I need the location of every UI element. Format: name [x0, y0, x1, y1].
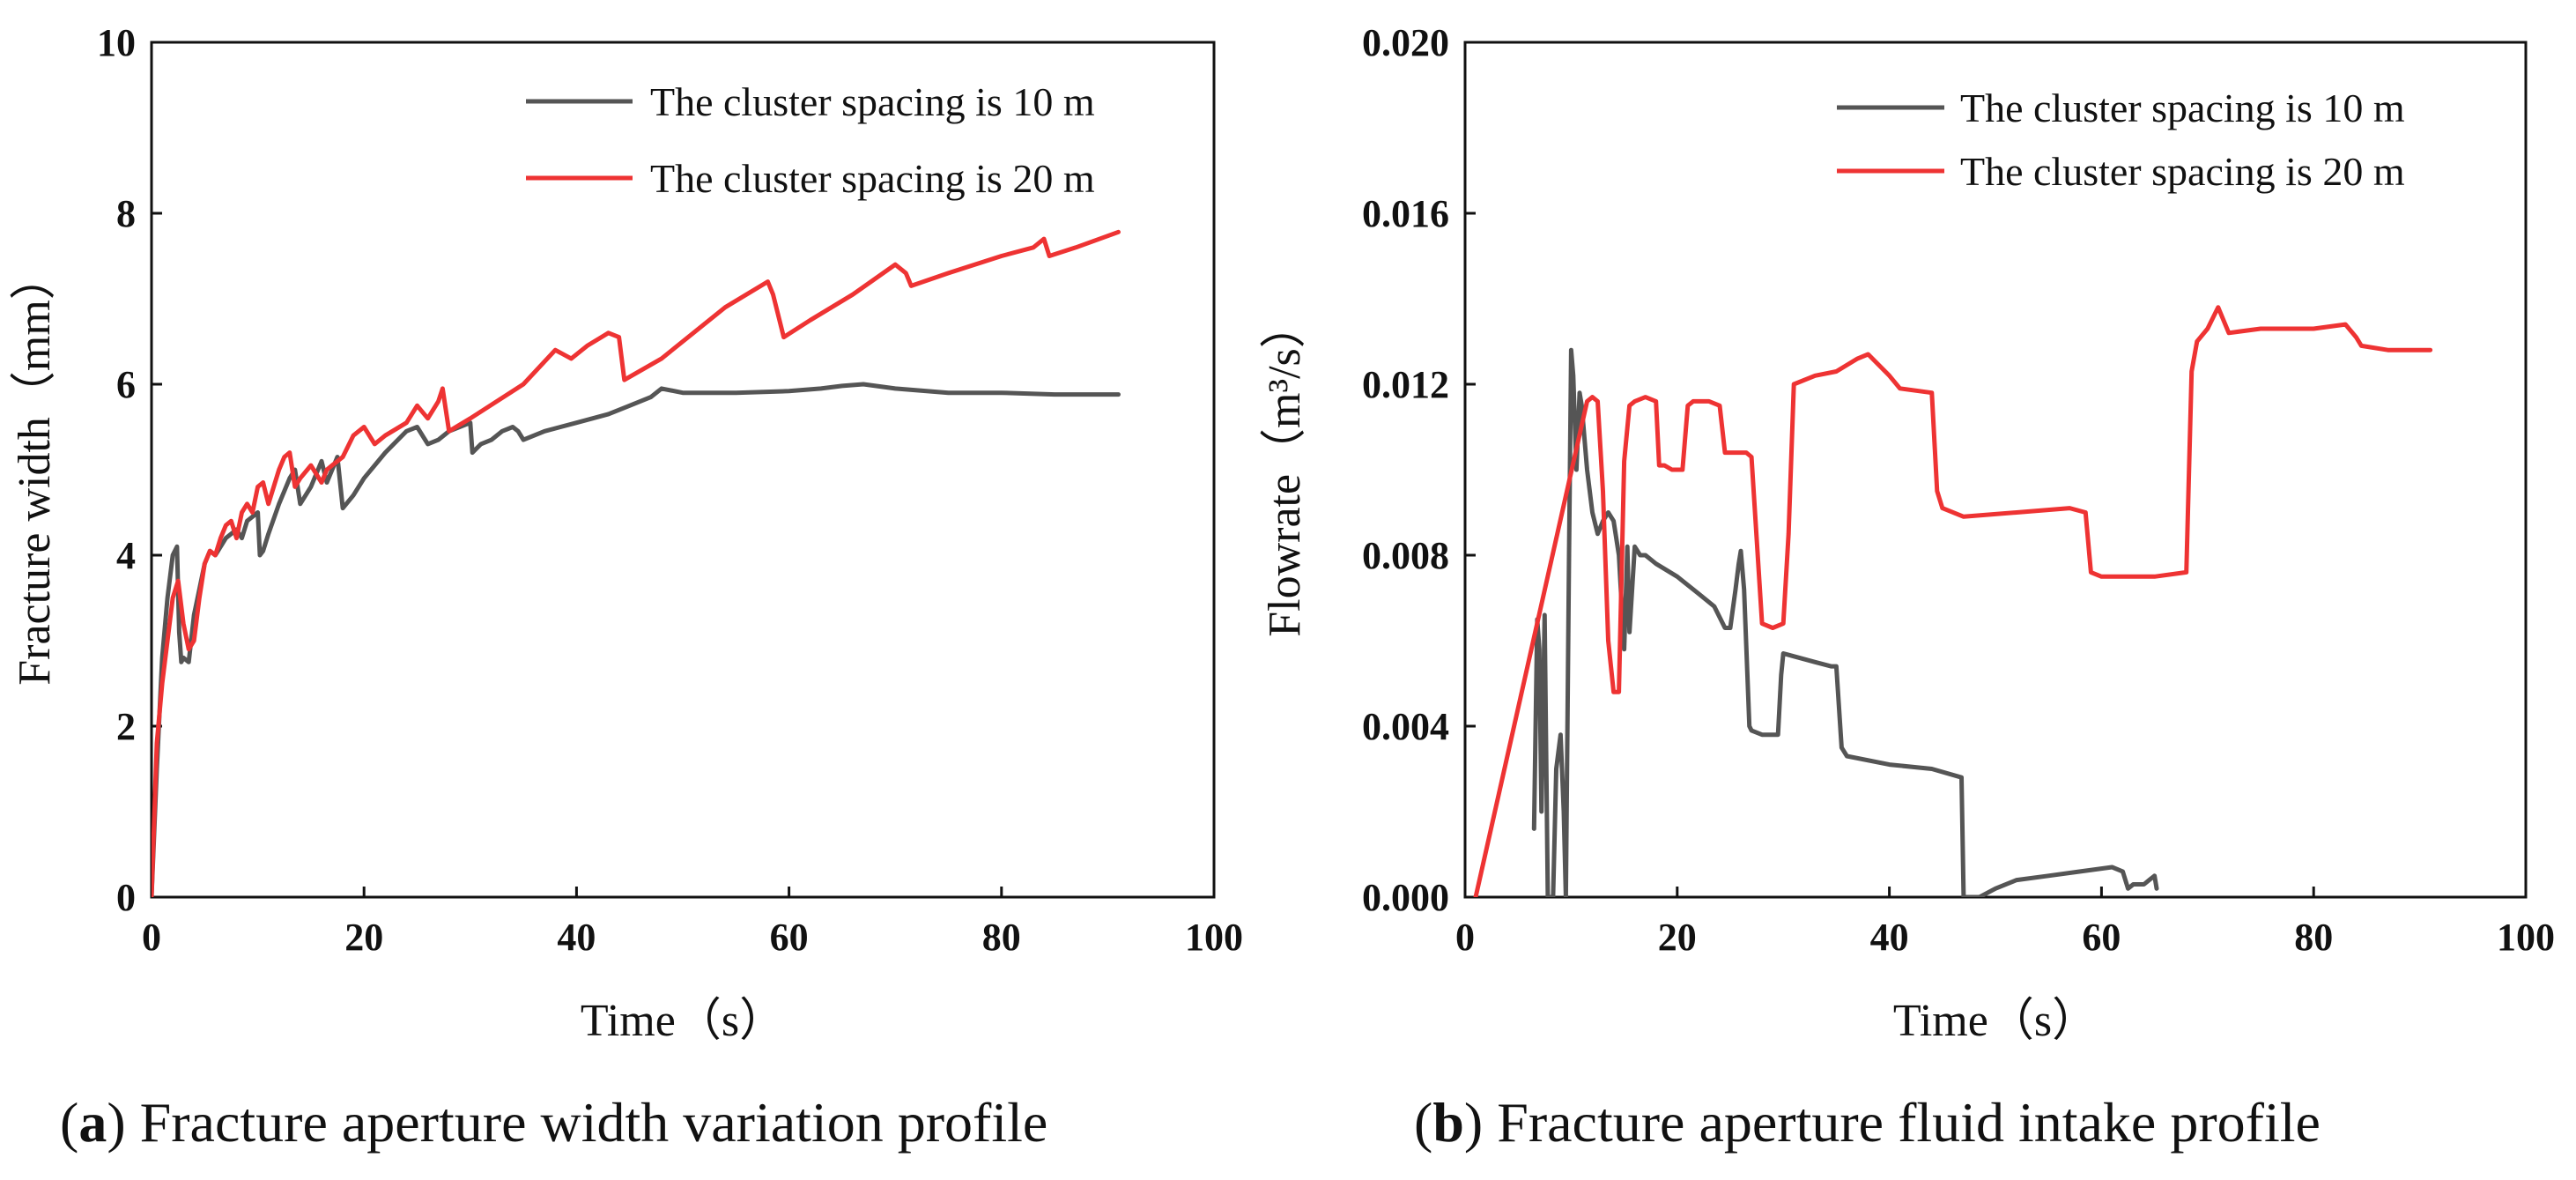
series-line-2: [1473, 305, 2433, 897]
y-tick-label: 6: [116, 363, 136, 406]
chart-b: 0 20 40 60 80 100 0.000 0.004 0.008 0.012 0.016 0.0…: [1260, 21, 2555, 1154]
x-tick-label: 80: [2294, 916, 2333, 959]
series-line-2: [152, 229, 1121, 897]
y-tick-label: 8: [116, 192, 136, 235]
x-tick-label: 40: [1870, 916, 1909, 959]
x-tick-label: 0: [1455, 916, 1475, 959]
y-tick-label: 0.012: [1362, 363, 1449, 406]
plot-frame: [1463, 41, 2528, 899]
y-axis-title: Fracture width（mm）: [10, 254, 60, 686]
y-tick-label: 0.000: [1362, 876, 1449, 919]
legend-label: The cluster spacing is 20 m: [1960, 149, 2405, 194]
x-tick-label: 40: [557, 916, 596, 959]
chart-a: 0 20 40 60 80 100 0 2 4 6 8 10 Time（s） Fracture width…: [10, 21, 1243, 1154]
caption-letter: b: [1432, 1091, 1464, 1154]
caption-letter: a: [78, 1091, 107, 1154]
caption-text: Fracture aperture width variation profil…: [126, 1091, 1048, 1154]
legend: The cluster spacing is 10 m The cluster s…: [1837, 85, 2405, 194]
caption-paren-open: (: [60, 1091, 78, 1154]
x-tick-label: 20: [1658, 916, 1697, 959]
caption-paren-open: (: [1414, 1091, 1432, 1154]
x-tick-label: 100: [1185, 916, 1243, 959]
caption-paren-close: ): [1464, 1091, 1483, 1154]
x-tick-label: 0: [142, 916, 161, 959]
caption-paren-close: ): [107, 1091, 125, 1154]
series-line-1: [152, 382, 1121, 897]
x-tick-label: 60: [2082, 916, 2121, 959]
y-tick-label: 10: [97, 21, 136, 64]
x-tick-label: 100: [2497, 916, 2555, 959]
y-axis-title: Flowrate（m³/s）: [1260, 302, 1310, 637]
y-tick-label: 0.008: [1362, 534, 1449, 577]
x-tick-label: 80: [982, 916, 1021, 959]
panel-caption: (a) Fracture aperture width variation pr…: [60, 1091, 1047, 1154]
y-tick-label: 0.004: [1362, 705, 1449, 748]
y-tick-label: 0.016: [1362, 192, 1449, 235]
caption-text: Fracture aperture fluid intake profile: [1483, 1091, 2321, 1154]
y-tick-label: 2: [116, 705, 136, 748]
series-line-1: [1531, 347, 2159, 897]
y-tick-label: 0.020: [1362, 21, 1449, 64]
legend-label: The cluster spacing is 10 m: [1960, 85, 2405, 130]
legend: The cluster spacing is 10 m The cluster s…: [526, 79, 1095, 201]
x-tick-label: 60: [770, 916, 809, 959]
legend-label: The cluster spacing is 10 m: [650, 79, 1095, 124]
x-tick-label: 20: [344, 916, 383, 959]
x-axis-title: Time（s）: [1893, 996, 2098, 1046]
plot-frame: [150, 41, 1216, 899]
y-tick-label: 0: [116, 876, 136, 919]
y-tick-label: 4: [116, 534, 136, 577]
legend-label: The cluster spacing is 20 m: [650, 156, 1095, 201]
panel-caption: (b) Fracture aperture fluid intake profi…: [1414, 1091, 2321, 1154]
x-axis-title: Time（s）: [581, 996, 785, 1046]
